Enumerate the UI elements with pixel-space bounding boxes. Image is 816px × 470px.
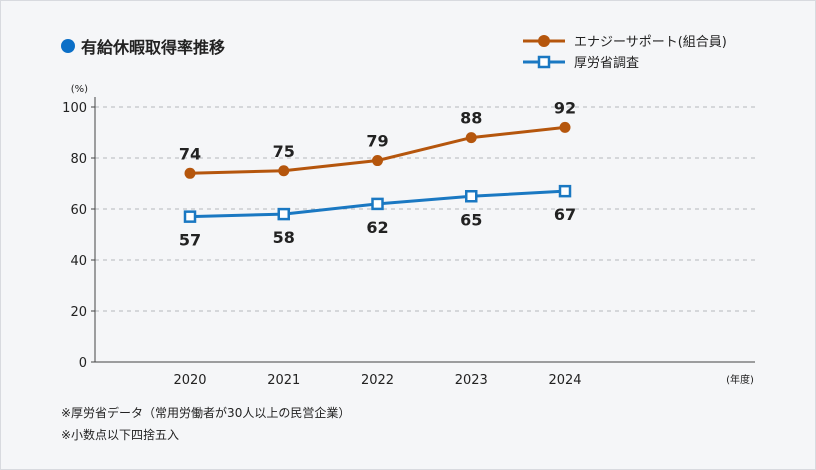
data-label: 92 (554, 98, 576, 117)
data-point (184, 167, 196, 179)
chart-title: 有給休暇取得率推移 (61, 34, 225, 58)
data-label: 88 (460, 109, 482, 128)
data-point (465, 190, 478, 203)
y-tick-label: 80 (70, 152, 87, 167)
data-label: 75 (273, 142, 295, 161)
data-label: 57 (179, 231, 201, 250)
y-tick-label: 100 (62, 101, 87, 116)
data-point (371, 197, 384, 211)
data-label: 65 (460, 210, 482, 229)
bullet-dot-icon (61, 39, 75, 53)
data-label: 58 (273, 228, 295, 247)
x-axis-label: (年度) (726, 373, 754, 386)
chart-title-text: 有給休暇取得率推移 (81, 38, 226, 57)
data-point (372, 155, 383, 167)
data-label: 67 (554, 205, 576, 224)
x-tick-label: 2020 (173, 373, 206, 388)
data-point (277, 207, 290, 221)
y-tick-label: 60 (70, 203, 87, 218)
legend-circle-icon (538, 35, 550, 47)
y-tick-label: 0 (79, 356, 87, 371)
note-rounding: ※小数点以下四捨五入 (61, 428, 180, 442)
data-label: 74 (179, 144, 201, 163)
data-label: 62 (366, 218, 388, 237)
data-label: 79 (366, 132, 388, 151)
note-source: ※厚労省データ（常用労働者が30人以上の民営企業） (61, 406, 351, 420)
data-point (183, 210, 197, 223)
x-tick-label: 2023 (455, 373, 488, 388)
x-tick-label: 2024 (548, 373, 581, 388)
legend-label: 厚労省調査 (574, 56, 639, 71)
data-point (559, 121, 571, 133)
x-tick-label: 2022 (361, 373, 394, 388)
data-point (278, 165, 290, 177)
data-point (558, 184, 572, 198)
y-tick-label: 40 (70, 254, 87, 269)
y-axis-label: (%) (71, 84, 88, 95)
legend-label: エナジーサポート(組合員) (574, 35, 727, 50)
legend-square-icon (537, 55, 551, 69)
y-tick-label: 20 (70, 305, 87, 320)
x-tick-label: 2021 (267, 373, 300, 388)
data-point (465, 132, 477, 144)
